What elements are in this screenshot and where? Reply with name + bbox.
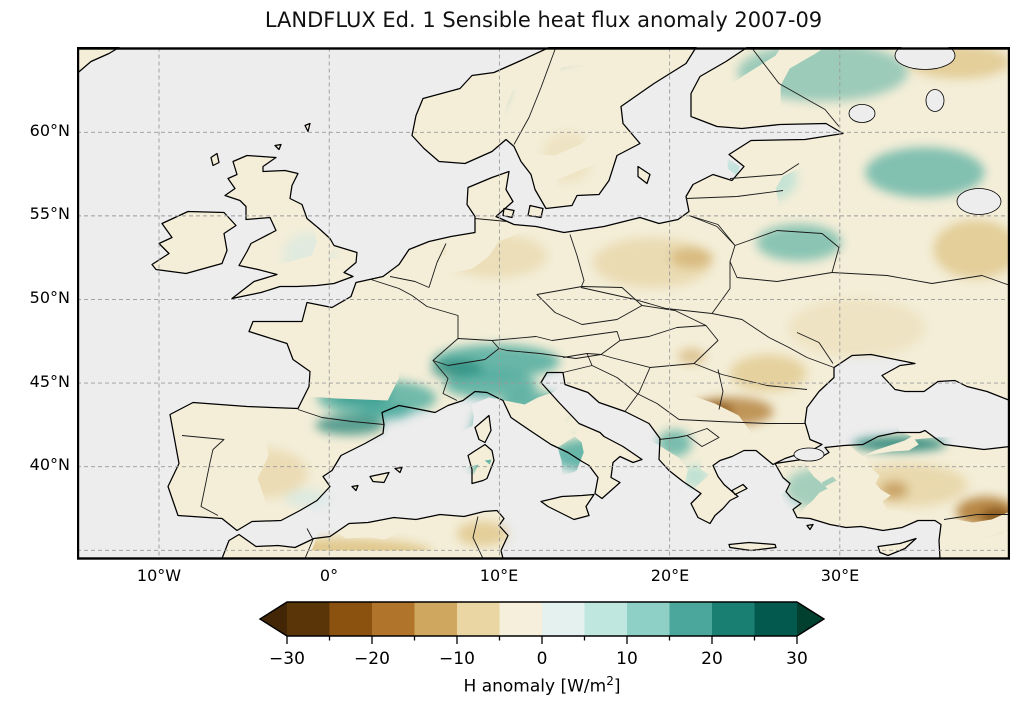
colorbar-segment [372,602,415,636]
colorbar-axis-label: H anomaly [W/m2] [292,674,792,697]
border-ukraine-romania [711,313,835,368]
colorbar-tick-label: −20 [354,649,390,669]
colorbar-segment [627,602,670,636]
border-norway-sweden [513,49,556,145]
border-netherlands-germany [428,243,447,288]
colorbar [258,601,826,644]
lake-ladoga [848,104,876,123]
anomaly-ukraine-tan [789,299,925,358]
colorbar-segment [754,602,798,636]
colorbar-tick-label: 20 [701,649,723,669]
y-axis-tick-label: 60°N [29,121,70,140]
colorbar-segment [542,602,585,636]
colorbar-segment [712,602,755,636]
country-borders [181,49,1010,559]
sea-of-marmara [793,447,825,462]
border-north-macedonia [686,428,720,447]
colorbar-axis-label-suffix: ] [613,676,621,697]
colorbar-tick-label: −10 [439,649,475,669]
y-axis-tick-label: 45°N [29,372,70,391]
border-france-belgium-germany [370,279,459,339]
colorbar-segment [287,602,330,636]
border-slovakia [641,305,707,326]
border-portugal-spain [181,435,225,516]
border-estonia-latvia [729,163,800,179]
x-axis-tick-label: 0° [319,566,339,585]
colorbar-ticks [286,636,798,644]
colorbar-segment [329,602,373,636]
border-bulgaria-greece-turkey [678,419,806,424]
border-romania-bulgaria [693,363,808,390]
white-sea [894,47,956,70]
anomaly-se-spain-teal [285,489,329,509]
y-axis-tick-label: 50°N [29,288,70,307]
anomaly-romania-moldova [730,355,807,392]
border-poland-south [580,287,713,314]
colorbar-segments [258,601,826,637]
border-serbia-bulgaria [717,369,724,410]
anomaly-vojvodina-brown [678,349,705,364]
border-belgium-netherlands [389,276,430,288]
anomaly-west-russia [865,147,984,197]
anomaly-south-russia [934,220,1011,279]
x-axis-tick-label: 30°E [820,566,860,585]
rybinsk-reservoir [956,188,1002,215]
colorbar-axis-label-sup: 2 [606,674,614,688]
anomaly-poland-brown-patch [670,248,713,268]
border-denmark-germany [474,218,508,222]
colorbar-over-arrow [797,602,824,636]
border-latvia-lithuania [685,190,784,199]
border-algeria-tunisia [472,516,484,559]
border-lithuania-belarus [688,215,736,246]
border-spain-france [297,409,385,425]
lakes-and-inland-seas [793,47,1002,462]
map-frame [77,47,1010,560]
colorbar-tick-label: 0 [536,649,548,669]
colorbar-axis-label-text: H anomaly [W/m [463,676,607,697]
border-czechia [536,286,643,325]
y-axis-tick-label: 55°N [29,204,70,223]
lake-onega [925,89,945,112]
border-moldova [796,332,834,364]
border-turkey-syria [943,514,1010,520]
border-ukraine-russia [831,272,1010,286]
x-axis-tick-label: 10°E [479,566,519,585]
anomaly-tunisia-tan [457,521,508,546]
x-axis-tick-label: 20°E [650,566,690,585]
x-axis-tick-label: 10°W [136,566,182,585]
map-svg [77,47,1010,560]
colorbar-segment [457,602,500,636]
colorbar-under-arrow [260,602,287,636]
border-germany-poland [569,234,585,288]
border-austria [491,331,621,359]
border-bosnia-croatia [624,367,651,412]
colorbar-segment [499,602,543,636]
anomaly-belarus [757,224,842,261]
anomaly-po-valley-liguria [444,371,538,398]
colorbar-segment [584,602,628,636]
colorbar-segment [414,602,458,636]
border-croatia-bosnia-serbia [591,365,680,420]
y-axis-tick-label: 40°N [29,455,70,474]
border-belarus [729,230,840,282]
figure-title: LANDFLUX Ed. 1 Sensible heat flux anomal… [264,8,823,32]
border-albania-greece [658,435,688,440]
map-plot [77,47,1010,560]
colorbar-tick-label: 10 [616,649,638,669]
anomaly-pyrenees-catalonia [316,415,384,435]
border-france-italy [432,360,458,401]
colorbar-tick-label: 30 [786,649,808,669]
colorbar-tick-label: −30 [269,649,305,669]
border-hungary [600,325,719,368]
colorbar-segment [669,602,713,636]
border-finland-russia [752,49,840,127]
border-morocco-algeria [304,528,314,559]
